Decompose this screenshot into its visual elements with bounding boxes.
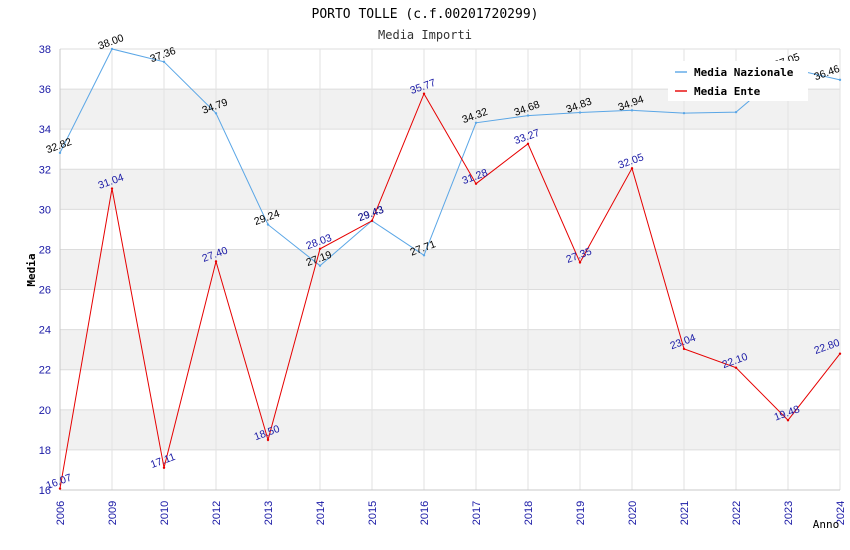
x-tick-label: 2019 [575, 501, 587, 525]
data-point [786, 419, 790, 422]
legend: Media Nazionale Media Ente [668, 61, 808, 101]
series-lines [58, 47, 842, 490]
y-tick-label: 30 [39, 204, 51, 216]
x-tick-label: 2014 [315, 501, 327, 525]
data-point [838, 78, 842, 82]
x-tick-label: 2009 [107, 501, 119, 525]
x-tick-label: 2017 [471, 501, 483, 525]
y-axis-ticks: 16 18 20 22 24 26 28 30 32 34 36 38 [39, 44, 51, 497]
y-tick-label: 20 [39, 405, 51, 417]
x-axis-label: Anno [813, 518, 840, 531]
legend-label-nazionale: Media Nazionale [694, 66, 794, 79]
y-tick-label: 32 [39, 164, 51, 176]
data-point [318, 264, 322, 267]
y-tick-label: 34 [39, 124, 51, 136]
y-tick-label: 18 [39, 445, 51, 457]
chart-subtitle: Media Importi [378, 28, 472, 42]
grid-band [60, 249, 840, 290]
data-point [162, 60, 166, 64]
x-tick-label: 2006 [55, 501, 67, 525]
chart-title: PORTO TOLLE (c.f.00201720299) [312, 7, 539, 22]
data-point [58, 487, 62, 490]
x-tick-label: 2018 [523, 501, 535, 525]
data-point [110, 187, 114, 190]
data-label: 36.46 [813, 63, 842, 83]
legend-label-ente: Media Ente [694, 85, 761, 98]
data-point [422, 92, 426, 95]
legend-box [668, 61, 808, 101]
data-point [578, 261, 582, 264]
data-point [58, 151, 62, 155]
data-point [474, 121, 478, 124]
grid-bands [60, 89, 840, 450]
data-point [630, 167, 634, 170]
data-point [110, 47, 114, 51]
data-point [682, 111, 686, 115]
grid-band [60, 409, 840, 450]
series-line-media-ente [59, 92, 841, 489]
data-point [526, 142, 530, 146]
y-tick-label: 28 [39, 244, 51, 256]
data-point [838, 352, 842, 355]
x-tick-label: 2024 [835, 501, 847, 525]
data-point [734, 366, 738, 369]
x-tick-label: 2013 [263, 501, 275, 525]
x-tick-label: 2022 [731, 501, 743, 525]
data-point [526, 114, 530, 117]
x-axis-ticks: 2006 2009 2010 2012 2013 2014 2015 2016 2017 2018… [55, 501, 847, 525]
data-point [266, 223, 270, 226]
series-line-media-nazionale [59, 48, 841, 267]
y-tick-label: 24 [39, 325, 51, 337]
y-tick-label: 16 [39, 485, 51, 497]
data-point [318, 247, 322, 251]
data-point [630, 109, 634, 112]
data-point [266, 438, 270, 442]
data-point [474, 182, 478, 185]
data-point [214, 260, 218, 263]
data-point [214, 112, 218, 115]
x-tick-label: 2010 [159, 501, 171, 525]
data-point [734, 110, 738, 114]
x-tick-label: 2012 [211, 501, 223, 525]
x-tick-label: 2023 [783, 501, 795, 525]
data-point [578, 111, 582, 114]
x-tick-label: 2016 [419, 501, 431, 525]
x-tick-label: 2021 [679, 501, 691, 525]
data-point [370, 219, 374, 222]
y-axis-label: Media [25, 253, 38, 286]
data-point [162, 466, 166, 469]
y-tick-label: 26 [39, 285, 51, 297]
x-tick-label: 2020 [627, 501, 639, 525]
y-tick-label: 38 [39, 44, 51, 56]
data-point [682, 347, 686, 351]
x-tick-label: 2015 [367, 501, 379, 525]
data-point [422, 254, 426, 257]
y-tick-label: 22 [39, 365, 51, 377]
y-tick-label: 36 [39, 84, 51, 96]
